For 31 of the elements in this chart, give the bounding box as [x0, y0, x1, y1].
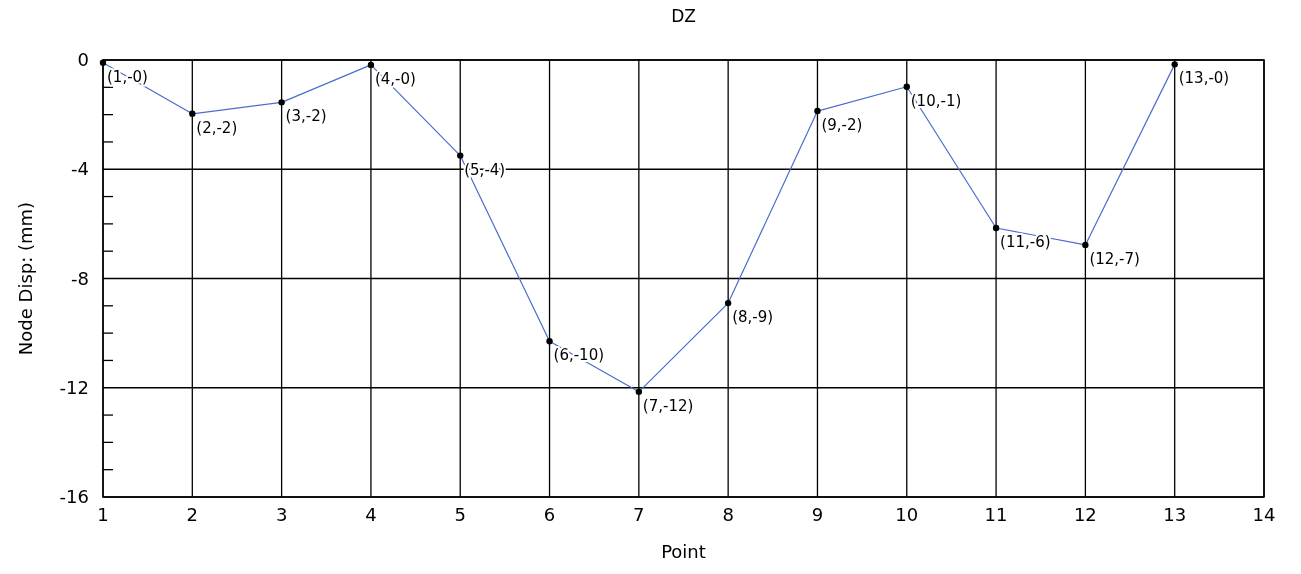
data-label: (10,-1)	[910, 91, 962, 110]
x-tick-label: 11	[984, 504, 1008, 525]
data-label: (3,-2)	[285, 107, 327, 126]
x-tick-label: 8	[722, 504, 734, 525]
x-tick-label: 4	[365, 504, 377, 525]
chart-title: DZ	[671, 6, 696, 26]
data-label: (2,-2)	[196, 118, 238, 137]
data-label: (8,-9)	[732, 308, 774, 327]
x-tick-label: 2	[186, 504, 199, 525]
x-tick-label: 14	[1252, 504, 1276, 525]
x-tick-label: 6	[543, 504, 556, 525]
data-label: (9,-2)	[821, 116, 863, 135]
y-tick-label: -12	[59, 376, 89, 398]
x-axis-title: Point	[661, 541, 706, 562]
data-label: (13,-0)	[1178, 69, 1230, 88]
x-tick-label: 7	[633, 504, 645, 525]
y-tick-label: 0	[77, 49, 89, 70]
data-label: (7,-12)	[642, 396, 694, 415]
x-tick-label: 12	[1073, 504, 1097, 525]
x-tick-label: 13	[1163, 504, 1187, 525]
x-tick-label: 5	[454, 504, 466, 525]
x-tick-label: 1	[97, 504, 109, 525]
x-tick-label: 3	[275, 504, 288, 525]
data-label: (12,-7)	[1089, 249, 1140, 268]
x-tick-label: 9	[811, 504, 824, 525]
y-tick-label: -4	[71, 158, 89, 180]
x-tick-label: 10	[895, 504, 919, 525]
data-label: (11,-6)	[1000, 232, 1051, 251]
y-tick-label: -16	[59, 486, 89, 507]
y-axis-title: Node Disp: (mm)	[15, 201, 36, 356]
y-tick-label: -8	[71, 267, 89, 289]
